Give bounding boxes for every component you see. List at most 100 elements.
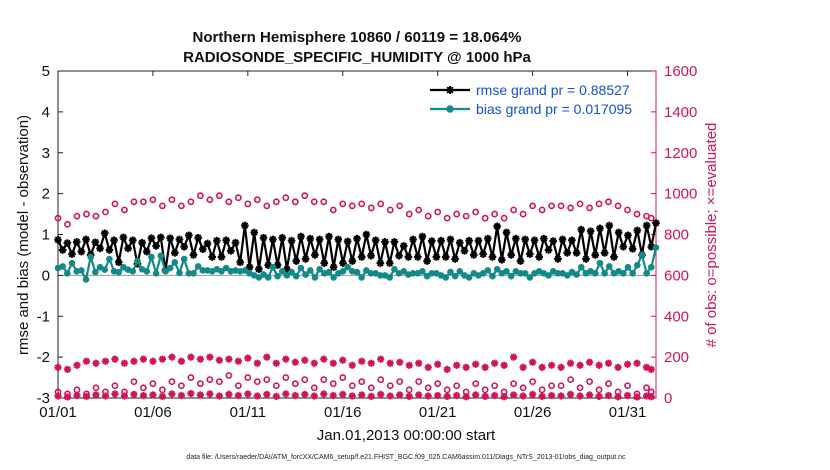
bias-point [166, 264, 174, 272]
x-tick-label: 01/16 [324, 404, 362, 421]
obs-evaluated-point [168, 390, 176, 398]
rmse-point [451, 255, 459, 263]
bias-point [274, 272, 281, 280]
obs-evaluated-point [358, 391, 366, 399]
y2-tick-label: 1400 [664, 104, 697, 121]
obs-possible-point [367, 204, 375, 212]
rmse-point [549, 237, 558, 245]
rmse-point [264, 261, 273, 269]
x-tick-label: 01/11 [230, 404, 266, 421]
obs-evaluated-point [139, 355, 148, 363]
obs-evaluated-point [225, 355, 233, 363]
rmse-point [558, 235, 567, 244]
rmse-point [469, 251, 478, 259]
obs-evaluated-point [585, 391, 594, 399]
footer-data-file: data file: /Users/raeder/DAI/ATM_forcXX/… [186, 454, 626, 461]
obs-possible-point [310, 198, 318, 206]
obs-evaluated-point [529, 358, 537, 366]
y2-tick-label: 0 [664, 390, 672, 407]
obs-possible-point [168, 196, 176, 204]
obs-possible-point [595, 200, 603, 208]
bias-point [330, 274, 337, 281]
rmse-point [114, 258, 123, 267]
y2-tick-label: 1600 [664, 63, 697, 80]
x-tick-label: 01/01 [39, 404, 77, 421]
rmse-point [535, 253, 544, 261]
x-tick-label: 01/21 [419, 404, 457, 421]
rmse-point [311, 251, 319, 259]
rmse-point [432, 253, 441, 261]
obs-possible-point [396, 378, 404, 386]
obs-evaluated-point [386, 359, 394, 367]
obs-evaluated-point [491, 359, 499, 367]
obs-possible-point [557, 202, 565, 210]
obs-possible-point [510, 206, 518, 214]
y2-tick-label: 800 [664, 227, 689, 244]
obs-possible-point [329, 380, 337, 388]
bias-point [339, 267, 347, 275]
obs-evaluated-point [377, 390, 385, 398]
bias-point [503, 267, 510, 275]
bias-point [78, 267, 85, 274]
rmse-point [633, 226, 642, 235]
obs-possible-point [263, 202, 271, 210]
bias-point [297, 264, 305, 272]
obs-possible-point [320, 376, 328, 384]
rmse-point [521, 235, 529, 244]
bias-point [638, 251, 646, 259]
rmse-point [484, 234, 492, 243]
obs-evaluated-point [576, 392, 584, 400]
obs-evaluated-point [510, 353, 518, 361]
rmse-point [455, 238, 464, 247]
rmse-point [357, 253, 366, 261]
obs-possible-point [282, 374, 290, 381]
obs-possible-point [605, 380, 612, 388]
obs-evaluated-point [253, 359, 261, 367]
obs-possible-point [329, 206, 337, 214]
rmse-point [110, 236, 118, 245]
obs-evaluated-point [130, 390, 138, 398]
obs-evaluated-point [462, 393, 470, 401]
obs-evaluated-point [196, 391, 204, 399]
obs-possible-point [282, 194, 290, 202]
obs-evaluated-point [547, 361, 556, 369]
rmse-point [624, 231, 632, 240]
obs-possible-point [605, 198, 612, 206]
rmse-point [362, 230, 371, 239]
rmse-point [236, 258, 245, 267]
obs-possible-point [263, 376, 271, 384]
obs-possible-point [339, 374, 347, 381]
obs-possible-point [244, 200, 252, 208]
obs-possible-point [301, 192, 309, 200]
obs-possible-point [111, 382, 119, 390]
obs-possible-point [567, 204, 574, 212]
obs-evaluated-point [538, 363, 546, 371]
rmse-point [82, 235, 90, 244]
obs-possible-point [548, 382, 555, 390]
rmse-point [241, 221, 249, 230]
rmse-point [493, 222, 501, 231]
bias-point [92, 268, 99, 276]
obs-evaluated-point [386, 392, 394, 400]
obs-evaluated-point [462, 363, 470, 371]
bias-point [358, 274, 365, 281]
bias-point [447, 268, 454, 276]
obs-possible-point [196, 380, 204, 388]
obs-possible-point [491, 210, 499, 218]
obs-evaluated-point [177, 391, 185, 400]
rmse-point [512, 234, 520, 243]
bias-point [596, 259, 604, 267]
legend-markers [430, 86, 470, 113]
obs-possible-point [481, 214, 489, 222]
rmse-point [465, 236, 473, 245]
bias-point [222, 264, 230, 272]
obs-possible-point [187, 374, 195, 381]
rmse-point [568, 236, 576, 245]
rmse-point [185, 231, 193, 240]
plot-area: 01/01 01/06 01/11 01/16 01/21 01/26 01/31 -3 -2 -… [37, 63, 698, 421]
legend-bias-marker [446, 105, 454, 113]
obs-possible-point [225, 198, 233, 206]
y-tick-label: -2 [37, 349, 50, 366]
obs-possible-point [234, 382, 242, 390]
obs-evaluated-point [642, 363, 651, 371]
